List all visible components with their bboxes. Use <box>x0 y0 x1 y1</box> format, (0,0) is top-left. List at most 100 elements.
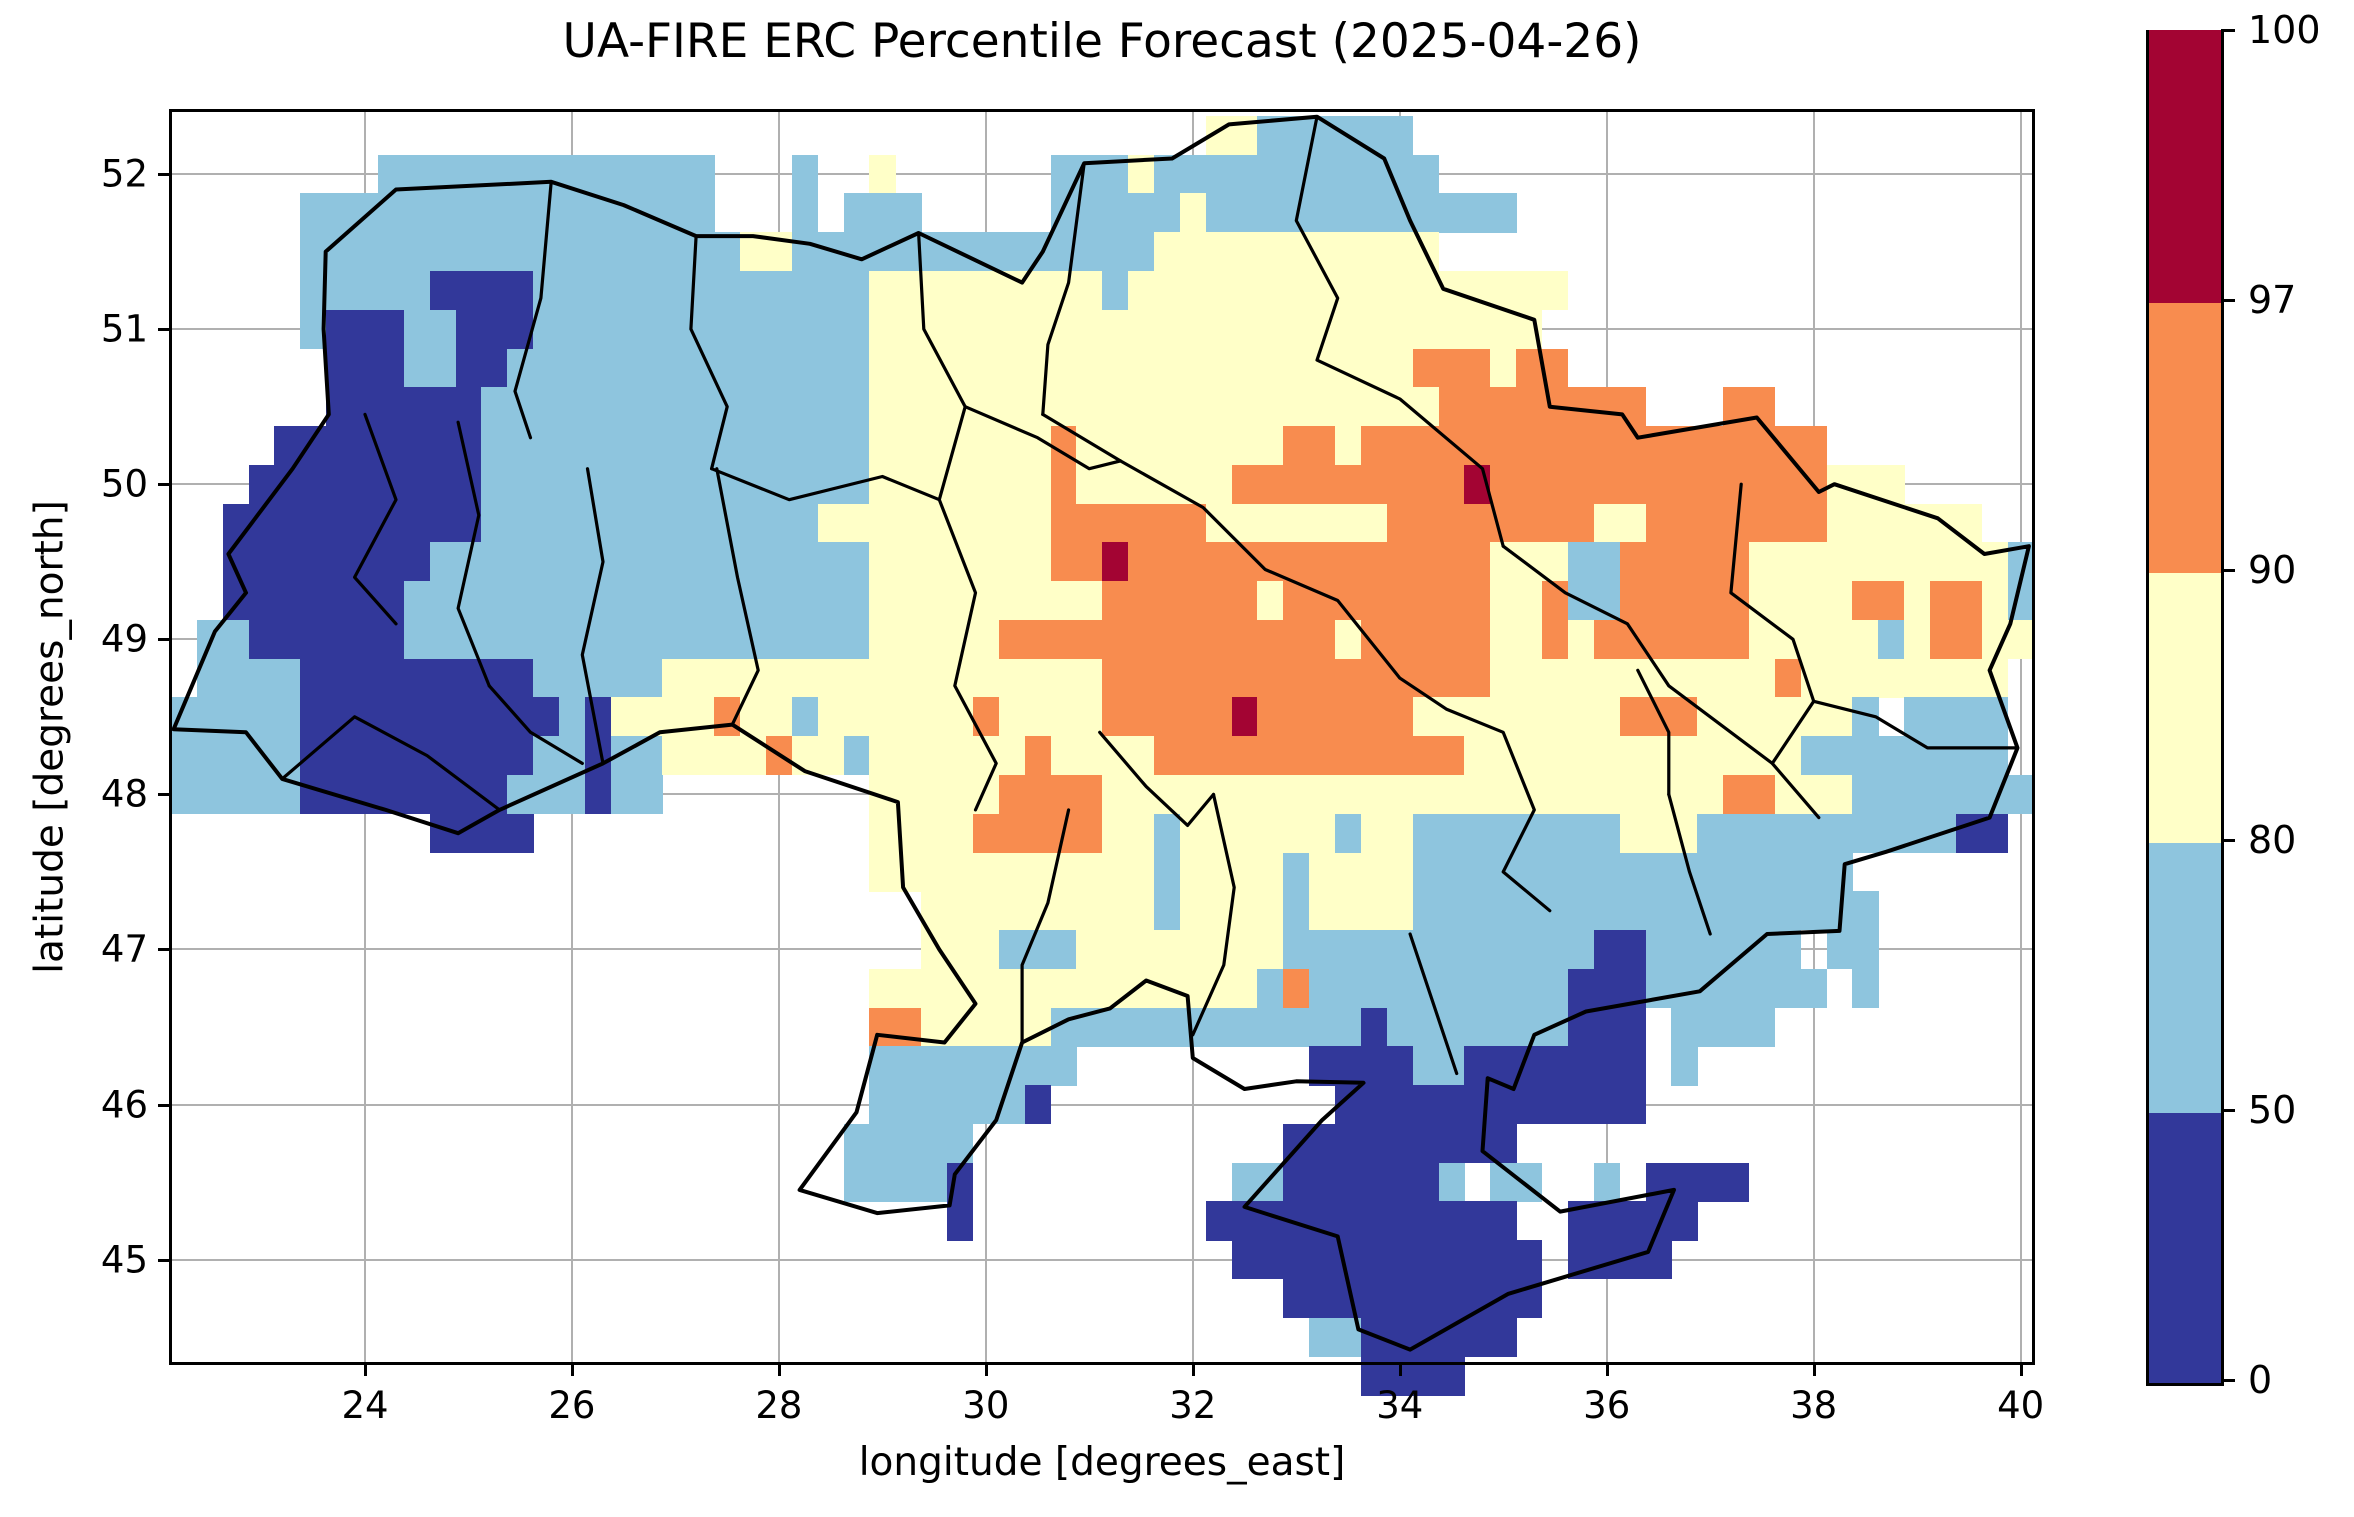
grid-cell <box>533 348 560 388</box>
grid-cell <box>921 774 948 815</box>
grid-cell <box>507 232 534 272</box>
grid-cell <box>429 464 456 504</box>
grid-cell <box>1878 736 1905 776</box>
grid-cell <box>1231 154 1258 194</box>
grid-cell <box>584 464 612 504</box>
grid-cell <box>1748 813 1776 853</box>
grid-cell <box>843 697 870 737</box>
grid-cell <box>1490 581 1517 621</box>
grid-cell <box>1852 968 1879 1008</box>
grid-cell <box>1593 619 1620 660</box>
grid-cell <box>610 348 637 388</box>
grid-cell <box>1257 309 1284 349</box>
grid-cell <box>1283 658 1310 698</box>
grid-cell <box>1335 193 1362 233</box>
colorbar-tick-label: 50 <box>2248 1088 2297 1132</box>
grid-cell <box>1748 736 1776 776</box>
grid-cell <box>791 270 819 311</box>
grid-cell <box>533 619 560 660</box>
grid-cell <box>1438 1123 1465 1164</box>
grid-cell <box>1386 1279 1414 1319</box>
grid-cell <box>895 968 922 1008</box>
grid-cell <box>584 154 612 194</box>
grid-cell <box>1283 503 1310 543</box>
grid-cell <box>1671 736 1698 776</box>
grid-cell <box>1412 1201 1439 1241</box>
grid-cell <box>972 891 1000 931</box>
grid-cell <box>1464 891 1491 931</box>
grid-cell <box>1697 930 1724 970</box>
grid-cell <box>1490 813 1517 853</box>
grid-cell <box>1102 697 1129 737</box>
grid-cell <box>326 542 353 582</box>
grid-cell <box>1593 658 1620 698</box>
grid-cell <box>1153 1007 1181 1047</box>
grid-cell <box>688 193 715 233</box>
grid-cell <box>1360 852 1388 892</box>
grid-cell <box>1412 891 1439 931</box>
grid-cell <box>1671 1162 1698 1202</box>
grid-cell <box>1231 464 1258 504</box>
grid-cell <box>222 542 249 582</box>
grid-cell <box>1438 1201 1465 1241</box>
grid-cell <box>1153 270 1181 311</box>
grid-cell <box>869 736 896 776</box>
grid-cell <box>662 348 689 388</box>
grid-cell <box>533 581 560 621</box>
grid-cell <box>326 309 353 349</box>
grid-cell <box>403 774 431 815</box>
grid-cell <box>1852 736 1879 776</box>
grid-cell <box>791 154 819 194</box>
grid-cell <box>429 774 456 815</box>
grid-cell <box>326 270 353 311</box>
grid-cell <box>1464 581 1491 621</box>
grid-cell <box>921 968 948 1008</box>
grid-cell <box>1567 1085 1595 1125</box>
grid-cell <box>1386 154 1414 194</box>
grid-cell <box>636 697 663 737</box>
grid-cell <box>1412 1085 1439 1125</box>
grid-cell <box>1050 503 1077 543</box>
grid-cell <box>998 813 1026 853</box>
grid-cell <box>843 736 870 776</box>
grid-cell <box>1723 697 1750 737</box>
grid-cell <box>688 154 715 194</box>
grid-cell <box>1438 270 1465 311</box>
grid-cell <box>921 813 948 853</box>
grid-cell <box>1205 852 1232 892</box>
grid-cell <box>1826 503 1853 543</box>
grid-cell <box>1179 426 1207 466</box>
grid-cell <box>1490 464 1517 504</box>
grid-cell <box>895 813 922 853</box>
grid-cell <box>1490 1085 1517 1125</box>
grid-cell <box>1490 891 1517 931</box>
grid-cell <box>403 464 431 504</box>
grid-cell <box>1231 891 1258 931</box>
grid-cell <box>1438 619 1465 660</box>
grid-cell <box>1593 542 1620 582</box>
grid-cell <box>1645 852 1672 892</box>
grid-cell <box>1257 774 1284 815</box>
grid-cell <box>248 774 275 815</box>
grid-cell <box>1050 387 1077 427</box>
grid-cell <box>1360 154 1388 194</box>
grid-cell <box>1050 1007 1077 1047</box>
grid-cell <box>869 193 896 233</box>
grid-cell <box>1593 968 1620 1008</box>
grid-cell <box>1464 1007 1491 1047</box>
grid-cell <box>1826 736 1853 776</box>
grid-cell <box>1050 193 1077 233</box>
grid-cell <box>533 464 560 504</box>
grid-cell <box>1179 464 1207 504</box>
grid-cell <box>662 503 689 543</box>
grid-cell <box>1671 930 1698 970</box>
grid-cell <box>352 774 379 815</box>
grid-cell <box>559 309 586 349</box>
grid-cell <box>1335 115 1362 156</box>
grid-cell <box>895 270 922 311</box>
grid-cell <box>610 387 637 427</box>
grid-cell <box>2007 542 2034 582</box>
grid-cell <box>1360 1162 1388 1202</box>
grid-cell <box>998 270 1026 311</box>
grid-cell <box>1360 503 1388 543</box>
